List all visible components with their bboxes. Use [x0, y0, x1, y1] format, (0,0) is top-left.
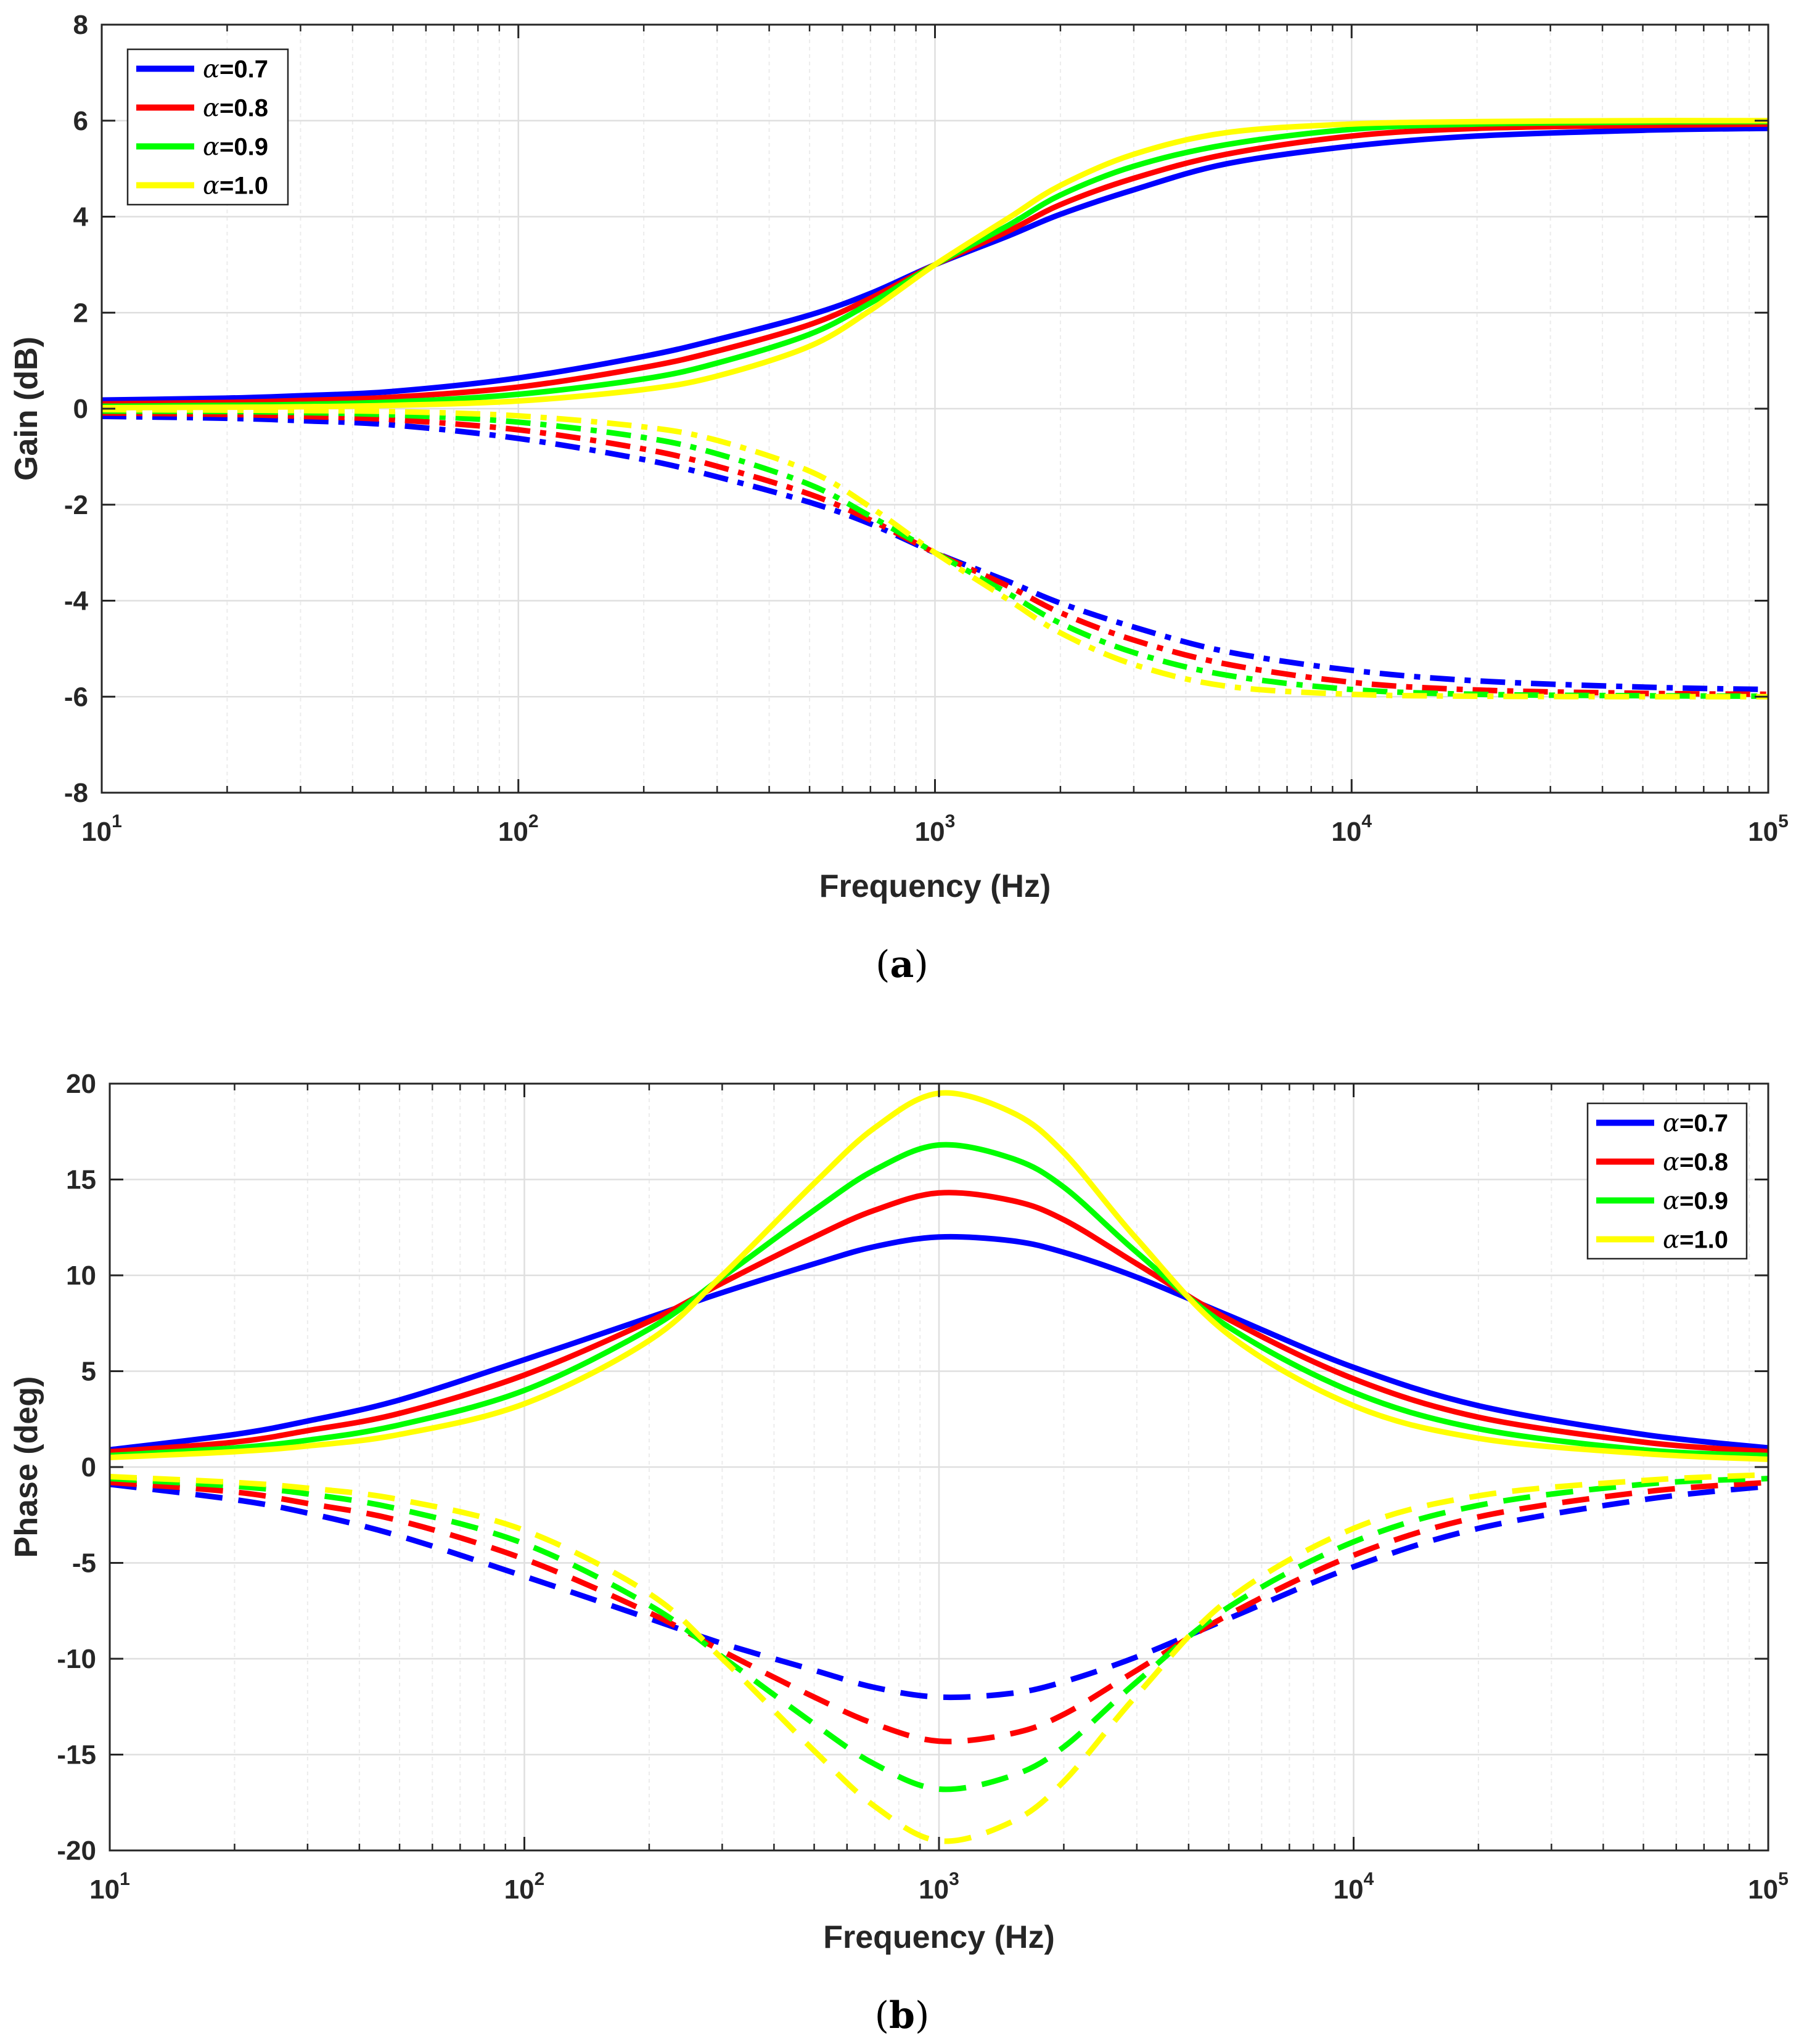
x-tick-label: 102	[498, 811, 539, 847]
legend-entry: α=0.9	[1596, 1187, 1728, 1216]
y-tick-label: 20	[66, 1069, 96, 1099]
y-tick-label: 0	[73, 394, 88, 424]
series-line-a-dashdot-alpha-0-9	[101, 408, 1769, 699]
x-tick-label: 105	[1748, 1869, 1789, 1905]
series-line-b-dashed-alpha-0-8	[109, 1479, 1769, 1744]
y-tick-label: 6	[73, 106, 88, 136]
tick-marks-a	[100, 23, 1769, 794]
y-tick-label: -2	[64, 490, 88, 520]
y-tick-label: -8	[64, 778, 88, 808]
x-axis-label: Frequency (Hz)	[819, 869, 1051, 904]
legend-label: α=0.9	[203, 133, 268, 161]
series-line-b-solid-alpha-0-8	[109, 1190, 1769, 1455]
legend-entry: α=1.0	[136, 172, 268, 200]
y-tick-label: 10	[66, 1261, 96, 1291]
y-tick-label: -4	[64, 586, 89, 616]
y-tick-label: 2	[73, 298, 88, 328]
y-axis-label: Phase (deg)	[9, 1376, 44, 1558]
y-tick-label: -10	[57, 1644, 96, 1674]
y-tick-label: 15	[66, 1165, 96, 1195]
y-axis-label: Gain (dB)	[9, 337, 44, 481]
tick-marks-b	[109, 1082, 1769, 1852]
x-tick-label: 103	[919, 1869, 959, 1905]
legend-entry: α=1.0	[1596, 1226, 1728, 1254]
legend-box	[126, 48, 289, 206]
series-line-b-dashed-alpha-0-9	[109, 1476, 1769, 1793]
panel-caption-b: (b)	[875, 1994, 930, 2037]
x-axis-label: Frequency (Hz)	[823, 1919, 1055, 1955]
x-tick-label: 103	[915, 811, 956, 847]
series-line-a-solid-alpha-1	[101, 118, 1769, 411]
legend-entry: α=0.7	[136, 55, 268, 84]
series-line-b-solid-alpha-1	[109, 1090, 1769, 1463]
series-line-b-dashed-alpha-0-7	[109, 1481, 1769, 1701]
legend-a: α=0.7 α=0.8 α=0.9 α=1.0	[126, 48, 289, 206]
legend-box	[1586, 1102, 1748, 1260]
legend-label: α=1.0	[1663, 1226, 1728, 1254]
legend-label: α=1.0	[203, 172, 268, 200]
legend-entry: α=0.8	[136, 94, 268, 123]
legend-entry: α=0.9	[136, 133, 268, 161]
series-line-b-dashed-alpha-1	[109, 1471, 1769, 1844]
x-tick-label: 104	[1331, 811, 1372, 847]
panel-a-gain-chart: 101 102 103 104 105 -8 -6 -4 -2 0 2 4 6 8 Frequency (H…	[9, 10, 1789, 986]
panel-b-phase-chart: 101 102 103 104 105 -20 -15 -10 -5 0 5 10 15 20 Freque…	[9, 1069, 1789, 2037]
y-tick-label: 5	[81, 1357, 96, 1387]
series-line-b-solid-alpha-0-7	[109, 1233, 1769, 1453]
legend-entry: α=0.8	[1596, 1148, 1728, 1177]
y-tick-label: -20	[57, 1836, 96, 1866]
y-tick-label: -5	[72, 1548, 96, 1579]
x-tick-label: 101	[89, 1869, 130, 1905]
x-tick-label: 104	[1334, 1869, 1374, 1905]
y-tick-label: 0	[81, 1452, 96, 1482]
series-line-a-dashdot-alpha-1	[101, 407, 1769, 700]
legend-label: α=0.9	[1663, 1187, 1728, 1216]
y-tick-label: -6	[64, 682, 88, 712]
legend-label: α=0.7	[1663, 1110, 1728, 1138]
series-group-a	[101, 118, 1769, 700]
x-tick-label: 102	[504, 1869, 545, 1905]
panel-caption-a: (a)	[875, 943, 929, 986]
series-group-b	[109, 1090, 1769, 1844]
y-tick-label: 8	[73, 10, 88, 40]
series-line-a-dashdot-alpha-0-8	[101, 410, 1769, 697]
x-tick-label: 101	[81, 811, 122, 847]
legend-label: α=0.8	[203, 94, 268, 123]
x-tick-label: 105	[1748, 811, 1789, 847]
legend-label: α=0.7	[203, 55, 268, 84]
legend-label: α=0.8	[1663, 1148, 1728, 1177]
legend-entry: α=0.7	[1596, 1110, 1728, 1138]
legend-b: α=0.7 α=0.8 α=0.9 α=1.0	[1586, 1102, 1748, 1260]
y-tick-label: -15	[57, 1740, 96, 1770]
y-tick-label: 4	[73, 202, 89, 232]
series-line-b-solid-alpha-0-9	[109, 1142, 1769, 1458]
